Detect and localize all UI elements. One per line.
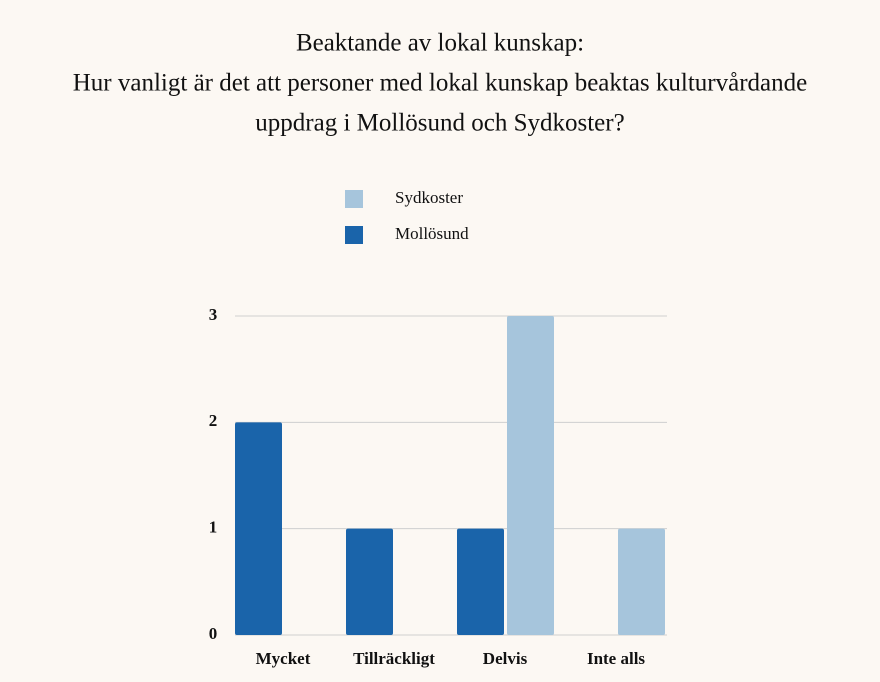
x-tick-label: Tillräckligt xyxy=(353,649,435,668)
bar xyxy=(618,528,665,635)
y-tick-label: 0 xyxy=(209,624,218,643)
bar xyxy=(235,422,282,635)
y-tick-label: 1 xyxy=(209,518,218,537)
legend-label: Sydkoster xyxy=(395,188,463,207)
bar xyxy=(457,528,504,635)
bar xyxy=(346,528,393,635)
chart-title: uppdrag i Mollösund och Sydkoster? xyxy=(255,110,624,137)
chart-title: Beaktande av lokal kunskap: xyxy=(296,30,584,57)
bar xyxy=(507,316,554,635)
x-tick-label: Delvis xyxy=(483,649,528,668)
legend-swatch xyxy=(345,190,363,208)
x-tick-label: Inte alls xyxy=(587,649,645,668)
y-tick-label: 2 xyxy=(209,411,218,430)
legend-label: Mollösund xyxy=(395,224,469,243)
y-tick-label: 3 xyxy=(209,305,218,324)
x-tick-label: Mycket xyxy=(256,649,311,668)
legend-swatch xyxy=(345,226,363,244)
chart-title: Hur vanligt är det att personer med loka… xyxy=(73,70,808,97)
